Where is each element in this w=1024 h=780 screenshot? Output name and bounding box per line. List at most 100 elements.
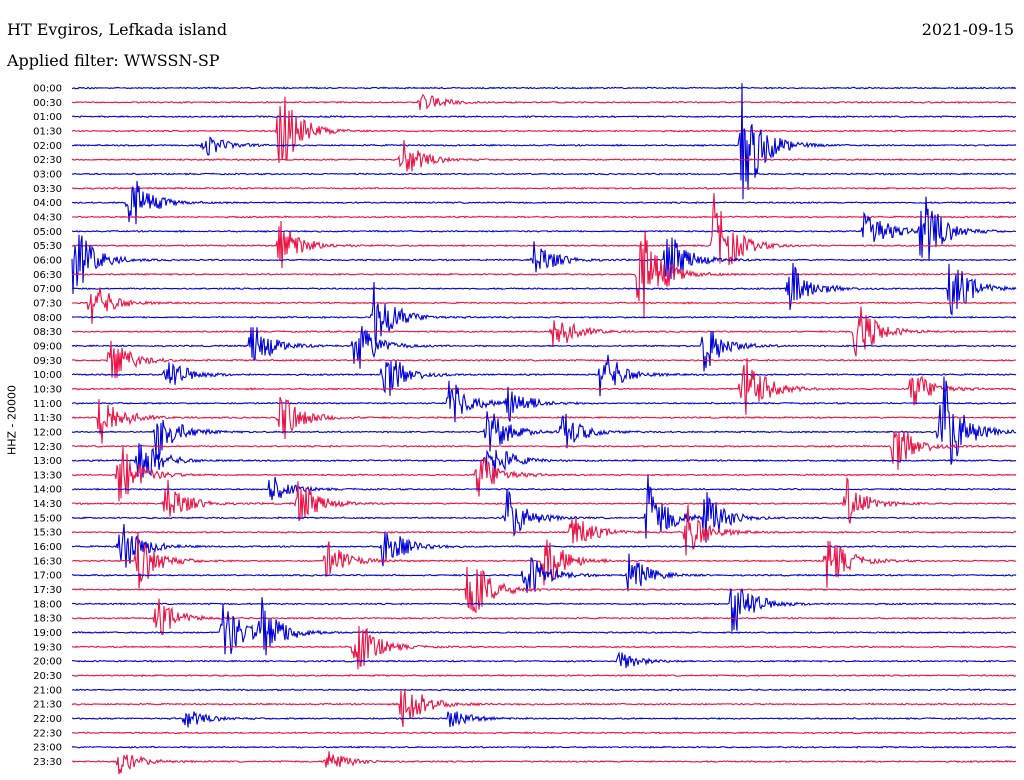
time-label: 00:00 [33, 84, 62, 95]
trace-line [71, 93, 1017, 110]
trace-line [71, 326, 1017, 372]
station-title: HT Evgiros, Lefkada island [7, 20, 228, 39]
trace-line [71, 354, 1017, 397]
trace-line [71, 430, 1017, 470]
time-label: 12:30 [33, 442, 62, 453]
trace-line [71, 83, 1017, 200]
trace-line [71, 553, 1017, 593]
filter-label: Applied filter: WWSSN-SP [7, 51, 220, 70]
trace-line [71, 651, 1017, 669]
trace-line [71, 531, 1017, 589]
trace-line [71, 597, 1017, 656]
trace-line [71, 397, 1017, 444]
trace-line [71, 689, 1017, 727]
time-label: 04:00 [33, 198, 62, 209]
trace-line [71, 262, 1017, 316]
time-labels: 00:00 00:30 01:00 01:30 02:00 02:30 03:00 03:30… [33, 84, 62, 769]
time-label: 15:30 [33, 528, 62, 539]
time-label: 20:00 [33, 657, 62, 668]
trace-line [71, 523, 1017, 568]
trace-line [71, 474, 1017, 543]
time-label: 11:30 [33, 413, 62, 424]
time-label: 17:00 [33, 571, 62, 582]
time-label: 07:30 [33, 298, 62, 309]
time-label: 09:00 [33, 341, 62, 352]
time-label: 02:00 [33, 141, 62, 152]
trace-line [71, 476, 1017, 524]
time-label: 18:30 [33, 614, 62, 625]
trace-line [71, 281, 1017, 348]
trace-line [71, 234, 1017, 295]
time-label: 01:00 [33, 112, 62, 123]
time-label: 08:30 [33, 327, 62, 338]
record-date: 2021-09-15 [921, 20, 1014, 39]
time-label: 05:00 [33, 227, 62, 238]
trace-line [71, 504, 1017, 556]
time-label: 03:30 [33, 184, 62, 195]
trace-line [72, 340, 1017, 379]
trace-line [71, 186, 1017, 190]
time-label: 14:30 [33, 499, 62, 510]
trace-line [71, 96, 1017, 164]
trace-line [71, 86, 1017, 90]
trace-line [72, 446, 1017, 502]
time-label: 20:30 [33, 671, 62, 682]
trace-line [71, 376, 1017, 465]
time-label: 11:00 [33, 399, 62, 410]
time-label: 23:30 [33, 757, 62, 768]
trace-line [71, 745, 1017, 749]
time-label: 10:30 [33, 384, 62, 395]
trace-line [72, 673, 1017, 678]
trace-line [71, 114, 1017, 119]
time-label: 05:30 [33, 241, 62, 252]
time-label: 06:00 [33, 255, 62, 266]
time-label: 13:00 [33, 456, 62, 467]
trace-line [71, 358, 1016, 415]
time-label: 08:00 [33, 313, 62, 324]
time-label: 19:00 [33, 628, 62, 639]
time-label: 04:30 [33, 212, 62, 223]
trace-line [71, 215, 1017, 219]
trace-line [71, 688, 1017, 692]
trace-line [71, 229, 1017, 319]
trace-line [71, 380, 1017, 423]
time-label: 16:30 [33, 556, 62, 567]
trace-line [71, 287, 1017, 324]
time-label: 03:00 [33, 169, 62, 180]
trace-line [71, 306, 1017, 357]
trace-line [71, 443, 1017, 478]
time-label: 22:00 [33, 714, 62, 725]
time-label: 17:30 [33, 585, 62, 596]
time-label: 23:00 [33, 743, 62, 754]
time-label: 19:30 [33, 642, 62, 653]
time-label: 21:30 [33, 700, 62, 711]
trace-line [71, 566, 1017, 614]
time-label: 22:30 [33, 728, 62, 739]
time-label: 00:30 [33, 98, 62, 109]
time-label: 21:00 [33, 685, 62, 696]
time-label: 13:30 [33, 470, 62, 481]
time-label: 12:00 [33, 427, 62, 438]
trace-line [72, 711, 1017, 728]
trace-line [71, 598, 1016, 636]
time-label: 01:30 [33, 126, 62, 137]
trace-line [71, 196, 1017, 260]
time-label: 07:00 [33, 284, 62, 295]
time-label: 16:00 [33, 542, 62, 553]
time-label: 06:30 [33, 270, 62, 281]
seismogram-traces [71, 83, 1017, 775]
trace-line [71, 180, 1016, 225]
time-label: 09:30 [33, 356, 62, 367]
time-label: 18:00 [33, 599, 62, 610]
trace-line [71, 172, 1017, 176]
time-label: 10:00 [33, 370, 62, 381]
trace-line [71, 751, 1017, 775]
time-label: 15:00 [33, 513, 62, 524]
trace-line [71, 731, 1017, 735]
time-label: 02:30 [33, 155, 62, 166]
trace-line [71, 476, 1017, 501]
trace-line [71, 625, 1017, 670]
trace-line [71, 140, 1017, 172]
time-label: 14:00 [33, 485, 62, 496]
